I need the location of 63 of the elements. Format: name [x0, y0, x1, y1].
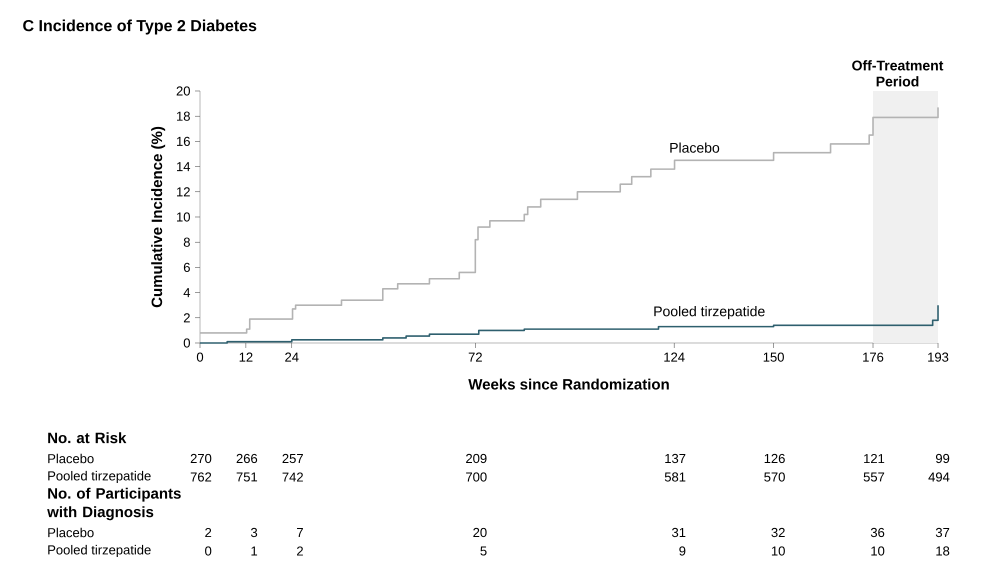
text: Placebo [48, 454, 94, 464]
text: 121 [864, 454, 884, 464]
text: 10 [772, 546, 785, 556]
text: Pooled tirzepatide [48, 470, 151, 484]
text: 2 [297, 546, 303, 556]
x-tick-label: 124 [664, 352, 685, 362]
text: 270 [190, 454, 212, 464]
text: 742 [282, 472, 303, 482]
y-tick-label: 4 [184, 288, 190, 298]
text: No. at Risk [48, 432, 126, 444]
text: 5 [480, 546, 487, 556]
x-tick-label: 72 [468, 352, 482, 362]
text: 209 [466, 454, 487, 464]
text: 2 [205, 528, 212, 538]
text: 126 [764, 454, 785, 464]
x-axis-title: Weeks since Randomization [468, 378, 669, 390]
text: Pooled tirzepatide [48, 544, 151, 558]
text: 257 [282, 454, 303, 464]
band-label: Off-Treatment Period [852, 60, 944, 86]
y-tick-label: 16 [177, 136, 190, 146]
x-tick-label: 193 [928, 352, 948, 362]
text: 37 [936, 528, 950, 538]
chart-title: C Incidence of Type 2 Diabetes [23, 20, 256, 34]
y-tick-label: 14 [177, 162, 190, 172]
text: 32 [771, 528, 785, 538]
text: 3 [250, 528, 258, 538]
text: 20 [473, 528, 487, 538]
text: 7 [297, 528, 303, 537]
y-tick-label: 0 [184, 338, 190, 348]
y-tick-label: 12 [177, 187, 190, 196]
y-tick-label: 8 [184, 238, 190, 247]
text: 0 [205, 546, 212, 556]
y-tick-label: 20 [176, 86, 190, 96]
text: 494 [928, 472, 950, 482]
text: 36 [870, 528, 884, 538]
y-axis-title: Cumulative Incidence (%) [151, 126, 166, 308]
text: 751 [236, 472, 258, 482]
text: 99 [936, 454, 950, 464]
text: 137 [665, 454, 686, 464]
text: 18 [936, 546, 950, 556]
text: 570 [764, 472, 785, 482]
text: Placebo [48, 528, 94, 538]
x-tick-label: 12 [240, 352, 252, 362]
x-tick-label: 150 [764, 352, 784, 362]
text: 1 [251, 546, 258, 556]
series-label: Pooled tirzepatide [654, 306, 765, 320]
y-tick-label: 2 [184, 313, 190, 322]
x-tick-label: 24 [285, 352, 299, 362]
x-tick-label: 176 [863, 352, 884, 362]
y-tick-label: 10 [177, 212, 190, 222]
text: 762 [190, 472, 212, 482]
text: No. of Participants with Diagnosis [47, 488, 181, 520]
x-tick-label: 0 [196, 352, 204, 362]
text: 9 [679, 546, 686, 556]
y-tick-label: 6 [184, 262, 190, 272]
text: 557 [864, 472, 884, 482]
y-tick-label: 18 [177, 112, 190, 121]
series-label: Placebo [670, 142, 720, 153]
text: 31 [672, 528, 686, 538]
text: 10 [871, 546, 884, 556]
text: 266 [236, 454, 258, 464]
text: 581 [664, 472, 686, 482]
text: 700 [466, 472, 487, 482]
